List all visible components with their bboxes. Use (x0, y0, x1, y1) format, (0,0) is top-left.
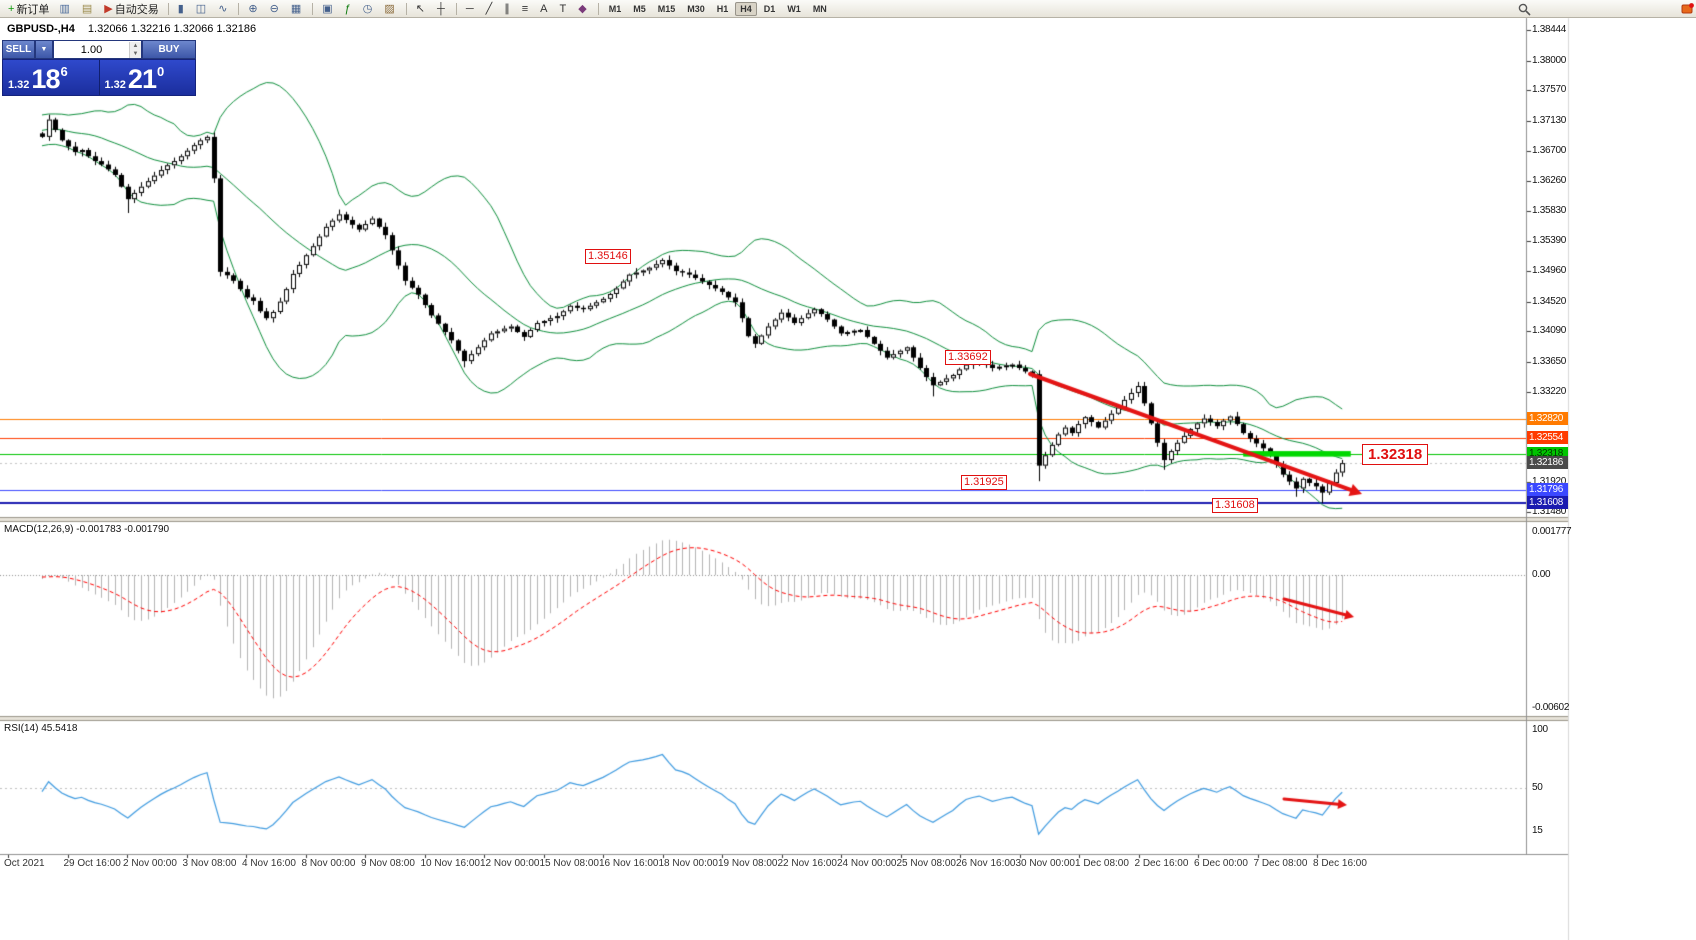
autotrading-button[interactable]: ▶ 自动交易 (100, 0, 162, 18)
horizontal-line-icon-glyph: ─ (465, 2, 474, 15)
new-order-button-label: 新订单 (16, 3, 50, 16)
indicators-icon[interactable]: ƒ (341, 0, 357, 18)
text-label-icon[interactable]: T (556, 0, 573, 18)
lot-stepper: ▲ ▼ (129, 41, 141, 58)
charts-grid-icon-glyph: ▥ (59, 2, 70, 15)
price-callout[interactable]: 1.31925 (961, 475, 1007, 490)
profiles-icon-glyph: ▤ (81, 2, 93, 15)
price-callout[interactable]: 1.31608 (1212, 498, 1258, 513)
new-chart-icon-glyph: ▣ (322, 2, 333, 15)
toolbar-separator (238, 2, 240, 15)
timeframe-m15-button[interactable]: M15 (657, 3, 676, 14)
new-order-button[interactable]: + 新订单 (4, 0, 53, 18)
zoom-out-icon-glyph: ⊖ (269, 2, 279, 15)
chart-title: GBPUSD-,H4 1.32066 1.32216 1.32066 1.321… (7, 23, 256, 35)
ask-price-panel[interactable]: 1.32 21 0 (100, 60, 196, 95)
text-label-icon-glyph: T (559, 2, 567, 15)
templates-icon-glyph: ▨ (384, 2, 395, 15)
lot-size-value[interactable]: 1.00 (80, 43, 103, 56)
toolbar-separator (312, 2, 314, 15)
buy-button[interactable]: BUY (142, 40, 196, 59)
timeframe-m5-button[interactable]: M5 (633, 3, 646, 14)
bar-chart-icon[interactable]: ▮ (174, 0, 190, 18)
crosshair-icon-glyph: ┼ (437, 2, 445, 15)
search-icon[interactable] (1518, 3, 1531, 16)
new-order-glyph: + (8, 2, 15, 15)
charts-grid-icon[interactable]: ▥ (55, 0, 75, 18)
timeframe-m30-button[interactable]: M30 (687, 3, 705, 14)
profiles-icon[interactable]: ▤ (78, 0, 98, 18)
lot-size-field[interactable]: 1.00 ▲ ▼ (53, 40, 142, 59)
one-click-top-row: SELL ▼ 1.00 ▲ ▼ BUY (2, 40, 196, 59)
candlestick-chart-icon-glyph: ◫ (195, 2, 207, 15)
macd-label: MACD(12,26,9) -0.001783 -0.001790 (4, 524, 170, 535)
fibonacci-icon-glyph: ≡ (521, 2, 529, 15)
bid-int: 1.32 (8, 79, 30, 91)
tile-windows-icon[interactable]: ▦ (287, 0, 307, 18)
symbol-timeframe-label: GBPUSD-,H4 (7, 23, 75, 35)
timeframe-h1-button[interactable]: H1 (716, 3, 729, 14)
timeframe-m1-button[interactable]: M1 (608, 3, 622, 14)
zoom-in-icon-glyph: ⊕ (248, 2, 258, 15)
timeframe-mn-button[interactable]: MN (812, 3, 827, 14)
toolbar-notifications[interactable] (1681, 2, 1694, 16)
toolbar-search[interactable] (1518, 2, 1531, 16)
autotrading-button-label: 自动交易 (114, 3, 159, 16)
channel-icon[interactable]: ∥ (500, 0, 516, 18)
bar-chart-icon-glyph: ▮ (177, 2, 184, 15)
key-level-label[interactable]: 1.32318 (1362, 444, 1429, 465)
ask-pip-digit: 0 (156, 64, 165, 79)
templates-icon[interactable]: ▨ (380, 0, 400, 18)
toolbar-separator (405, 2, 407, 15)
trendline-icon-glyph: ╱ (485, 2, 493, 15)
one-click-price-row: 1.32 18 6 1.32 21 0 (2, 59, 196, 96)
lot-stepper-down[interactable]: ▼ (130, 49, 141, 58)
cursor-icon-glyph: ↖ (415, 2, 426, 15)
price-callout[interactable]: 1.33692 (945, 350, 991, 365)
bid-main-digits: 18 (31, 64, 60, 94)
periods-icon-glyph: ◷ (362, 2, 373, 15)
timeframe-d1-button[interactable]: D1 (763, 3, 776, 14)
timeframe-w1-button[interactable]: W1 (787, 3, 801, 14)
arrows-icon-glyph: ◆ (578, 2, 587, 15)
zoom-in-icon[interactable]: ⊕ (244, 0, 263, 18)
channel-icon-glyph: ∥ (504, 2, 510, 15)
sell-button[interactable]: SELL (2, 40, 35, 59)
toolbar-separator (597, 2, 599, 15)
tile-windows-icon-glyph: ▦ (290, 2, 302, 15)
one-click-trading-panel: SELL ▼ 1.00 ▲ ▼ BUY 1.32 18 6 1.32 21 0 (2, 40, 196, 96)
trendline-icon[interactable]: ╱ (482, 0, 499, 18)
zoom-out-icon[interactable]: ⊖ (266, 0, 285, 18)
crosshair-icon[interactable]: ┼ (433, 0, 451, 18)
timeframe-h4-button[interactable]: H4 (735, 1, 757, 16)
toolbar: + 新订单 ▥ ▤ ▶ 自动交易 ▮ ◫ ∿ ⊕ ⊖ ▦ ▣ ƒ ◷ ▨ ↖ ┼ ─ ╱ ∥ ≡ A T ◆ M1 M5 M15 M30… (0, 0, 1696, 18)
text-icon-glyph: A (540, 2, 548, 15)
arrows-icon[interactable]: ◆ (574, 0, 592, 18)
indicators-icon-glyph: ƒ (344, 2, 351, 15)
price-callout[interactable]: 1.35146 (585, 249, 631, 264)
periods-icon[interactable]: ◷ (359, 0, 379, 18)
bid-price-panel[interactable]: 1.32 18 6 (3, 60, 100, 95)
lot-dropdown[interactable]: ▼ (35, 40, 53, 59)
line-chart-icon[interactable]: ∿ (214, 0, 233, 18)
ask-int: 1.32 (104, 79, 126, 91)
bid-pip-digit: 6 (60, 64, 68, 79)
toolbar-separator (455, 2, 457, 15)
line-chart-icon-glyph: ∿ (218, 2, 228, 15)
rsi-label: RSI(14) 45.5418 (4, 723, 78, 734)
notifications-icon[interactable] (1681, 2, 1694, 16)
lot-stepper-up[interactable]: ▲ (130, 41, 141, 50)
horizontal-line-icon[interactable]: ─ (462, 0, 480, 18)
text-icon[interactable]: A (536, 0, 553, 18)
fibonacci-icon[interactable]: ≡ (518, 0, 534, 18)
candlestick-chart-icon[interactable]: ◫ (192, 0, 212, 18)
cursor-icon[interactable]: ↖ (412, 0, 431, 18)
autotrading-glyph: ▶ (104, 2, 113, 15)
toolbar-separator (167, 2, 169, 15)
ask-main-digits: 21 (127, 64, 157, 94)
ohlc-values: 1.32066 1.32216 1.32066 1.32186 (87, 23, 257, 35)
new-chart-icon[interactable]: ▣ (318, 0, 338, 18)
